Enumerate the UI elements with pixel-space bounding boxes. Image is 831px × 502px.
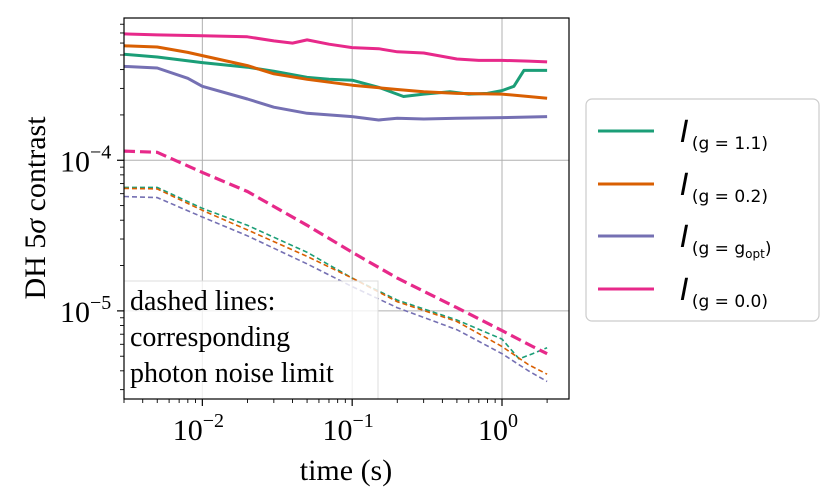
dashed-series-line bbox=[123, 195, 548, 383]
y-axis-title-prefix: DH 5 bbox=[19, 234, 52, 300]
y-tick-base: 10 bbox=[60, 296, 90, 329]
legend-frame bbox=[585, 98, 820, 322]
annotation-line-3: photon noise limit bbox=[130, 358, 334, 389]
x-tick-base: 10 bbox=[478, 414, 508, 447]
annotation-background bbox=[123, 280, 379, 400]
x-tick-base: 10 bbox=[323, 414, 353, 447]
x-tick-exponent: −1 bbox=[353, 410, 374, 432]
legend-label: I (g = 1.1) bbox=[680, 115, 768, 154]
legend-label-subscript-end: ) bbox=[765, 239, 772, 259]
x-tick-base: 10 bbox=[173, 414, 203, 447]
legend-label-subscript: (g = g bbox=[692, 239, 745, 259]
legend-entry: I (g = 0.0) bbox=[598, 273, 768, 312]
x-tick-exponent: 0 bbox=[508, 410, 518, 432]
plot-frame bbox=[123, 17, 570, 400]
x-tick-label: 10−1 bbox=[323, 410, 374, 447]
legend: I (g = 1.1)I (g = 0.2)I (g = gopt)I (g = 0.0… bbox=[585, 98, 820, 322]
y-tick-base: 10 bbox=[60, 145, 90, 178]
annotation-line-2: corresponding bbox=[130, 322, 290, 353]
legend-label-main: I bbox=[680, 115, 689, 150]
y-tick-label: 10−5 bbox=[60, 292, 111, 329]
legend-label-subscript: (g = 1.1) bbox=[692, 134, 768, 154]
legend-label-subscript: (g = 0.0) bbox=[692, 292, 768, 312]
legend-entry: I (g = gopt) bbox=[598, 220, 771, 261]
legend-entry: I (g = 0.2) bbox=[598, 168, 768, 207]
axis-ticks bbox=[117, 23, 548, 406]
y-tick-exponent: −5 bbox=[90, 292, 111, 314]
y-axis-title: DH 5σ contrast bbox=[19, 116, 52, 300]
x-tick-label: 10−2 bbox=[173, 410, 224, 447]
legend-label: I (g = gopt) bbox=[680, 220, 771, 261]
y-tick-label: 10−4 bbox=[60, 141, 111, 178]
annotation-line-1: dashed lines: bbox=[130, 286, 275, 317]
annotation-box: dashed lines: corresponding photon noise… bbox=[123, 280, 379, 400]
series-line bbox=[123, 64, 548, 122]
series-line bbox=[123, 52, 548, 98]
dashed-series-line bbox=[123, 149, 548, 356]
x-axis-title: time (s) bbox=[300, 454, 392, 487]
x-tick-exponent: −2 bbox=[203, 410, 224, 432]
legend-label-main: I bbox=[680, 273, 689, 308]
y-axis-title-sigma: σ bbox=[19, 218, 52, 234]
x-tick-label: 100 bbox=[478, 410, 518, 447]
y-axis-title-suffix: contrast bbox=[19, 116, 52, 219]
legend-label: I (g = 0.0) bbox=[680, 273, 768, 312]
series-line bbox=[123, 32, 548, 64]
legend-label-subsubscript: opt bbox=[745, 247, 765, 261]
legend-label-subscript: (g = 0.2) bbox=[692, 187, 768, 207]
legend-label-main: I bbox=[680, 168, 689, 203]
legend-entry: I (g = 1.1) bbox=[598, 115, 768, 154]
dashed-series-line bbox=[123, 187, 548, 375]
series-line bbox=[123, 44, 548, 100]
legend-label-main: I bbox=[680, 220, 689, 255]
y-tick-exponent: −4 bbox=[90, 141, 111, 163]
legend-label: I (g = 0.2) bbox=[680, 168, 768, 207]
